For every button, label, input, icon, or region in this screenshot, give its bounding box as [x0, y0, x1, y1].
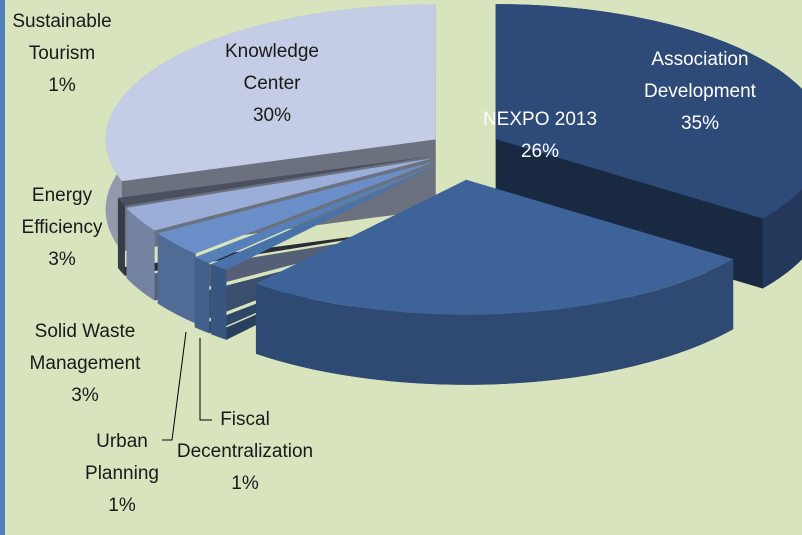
slice-label: Solid Waste Management 3% — [10, 316, 160, 412]
leader-line — [199, 338, 212, 421]
slice — [126, 158, 434, 231]
slice — [157, 161, 437, 254]
value-label: 1% — [108, 495, 136, 516]
slice-side — [157, 233, 196, 324]
category-name: Knowledge Center — [224, 41, 320, 94]
value-label: 1% — [48, 75, 76, 96]
slice-side — [210, 264, 227, 340]
slice — [210, 165, 437, 270]
category-name: Energy Efficiency — [21, 185, 103, 238]
leader-line — [162, 331, 187, 441]
slice-label: NEXPO 2013 26% — [455, 104, 625, 168]
slice-side — [126, 207, 155, 301]
slice-side — [255, 259, 734, 385]
slice-label: Urban Planning 1% — [77, 426, 167, 522]
category-name: NEXPO 2013 — [482, 109, 598, 130]
value-label: 3% — [48, 249, 76, 270]
slice-label: Energy Efficiency 3% — [12, 180, 112, 276]
value-label: 26% — [520, 141, 560, 162]
category-name: Association Development — [644, 49, 756, 102]
category-name: Fiscal Decentralization — [176, 409, 314, 462]
value-label: 3% — [71, 385, 99, 406]
category-name: Solid Waste Management — [29, 321, 141, 374]
slice — [255, 179, 734, 315]
slice — [117, 156, 432, 206]
slice-side — [117, 197, 125, 276]
category-name: Urban Planning — [85, 431, 159, 484]
slice — [495, 4, 802, 219]
border-strip — [0, 0, 5, 535]
value-label: 35% — [680, 113, 720, 134]
value-label: 30% — [252, 105, 292, 126]
slice — [194, 164, 436, 264]
slice-side — [194, 257, 210, 334]
slice-label: Fiscal Decentralization 1% — [165, 404, 325, 500]
value-label: 1% — [231, 473, 259, 494]
slice-label: Association Development 35% — [625, 44, 775, 140]
category-name: Sustainable Tourism — [12, 11, 112, 64]
slice-label: Sustainable Tourism 1% — [2, 6, 122, 102]
slice — [105, 4, 436, 182]
slice-label: Knowledge Center 30% — [207, 36, 337, 132]
